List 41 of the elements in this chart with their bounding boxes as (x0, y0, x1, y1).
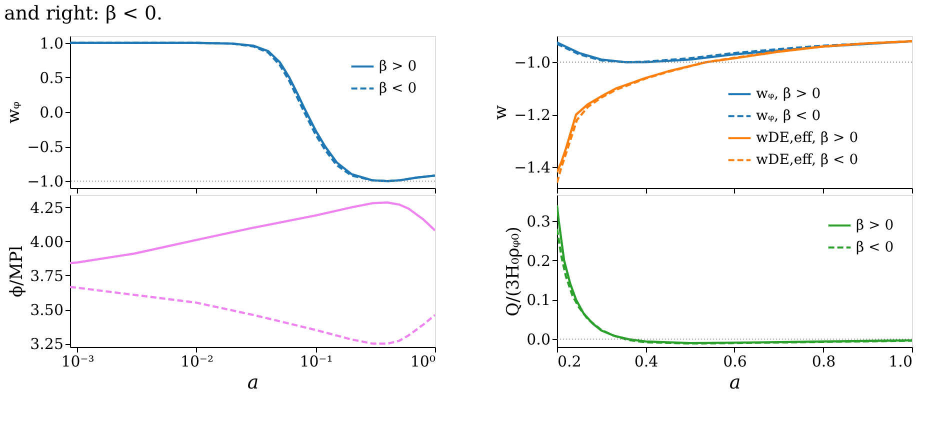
x-tick-label: 0.6 (723, 352, 747, 370)
y-tick-label: 0.3 (526, 212, 550, 230)
y-tick-label: 1.0 (40, 34, 64, 52)
x-tick-label: 0.8 (812, 352, 836, 370)
y-tick-label: 3.25 (30, 335, 64, 354)
y-tick-label: 0.0 (40, 104, 64, 122)
legend-label: β > 0 (379, 58, 417, 74)
y-tick-label: 4.00 (30, 232, 64, 251)
y-tick-label: −0.5 (27, 138, 64, 156)
x-axis-title: a (247, 372, 259, 394)
text: and right: β < 0. (4, 2, 163, 24)
y-tick-label: 3.50 (30, 301, 64, 320)
legend-label: wDE,eff, β < 0 (756, 152, 858, 168)
y-axis-title: Q/(3H₀ρᵩ₀) (504, 226, 524, 316)
y-tick-label: 4.25 (30, 198, 64, 217)
legend-label: wᵩ, β > 0 (756, 86, 821, 102)
x-tick-label: 10⁻² (180, 352, 214, 370)
x-tick-label: 10⁻³ (61, 352, 94, 370)
y-tick-label: 0.1 (526, 291, 550, 310)
legend-label: β > 0 (856, 218, 894, 234)
y-tick-label: −1.4 (514, 158, 550, 177)
y-tick-label: 0.2 (526, 252, 550, 270)
y-axis-title: ϕ/MPl (7, 246, 28, 298)
x-axis-title: a (729, 372, 741, 394)
y-tick-label: 0.0 (526, 330, 550, 349)
y-tick-label: 3.75 (30, 266, 64, 285)
y-tick-label: −1.2 (514, 106, 550, 124)
y-tick-label: −1.0 (514, 54, 550, 72)
x-tick-label: 10⁻¹ (300, 352, 333, 370)
x-tick-label: 0.2 (558, 352, 582, 370)
x-tick-label: 0.4 (634, 352, 658, 370)
legend-label: β < 0 (379, 80, 417, 96)
y-axis-title: wᵩ (4, 100, 24, 124)
x-tick-label: 10⁰ (410, 352, 436, 370)
x-tick-label: 1.0 (888, 352, 912, 370)
y-tick-label: 0.5 (40, 68, 64, 87)
y-axis-title: w (491, 104, 512, 120)
legend-label: wᵩ, β < 0 (756, 108, 821, 124)
legend-label: wDE,eff, β > 0 (756, 130, 858, 146)
y-tick-label: −1.0 (27, 172, 64, 191)
legend-label: β < 0 (856, 240, 894, 256)
